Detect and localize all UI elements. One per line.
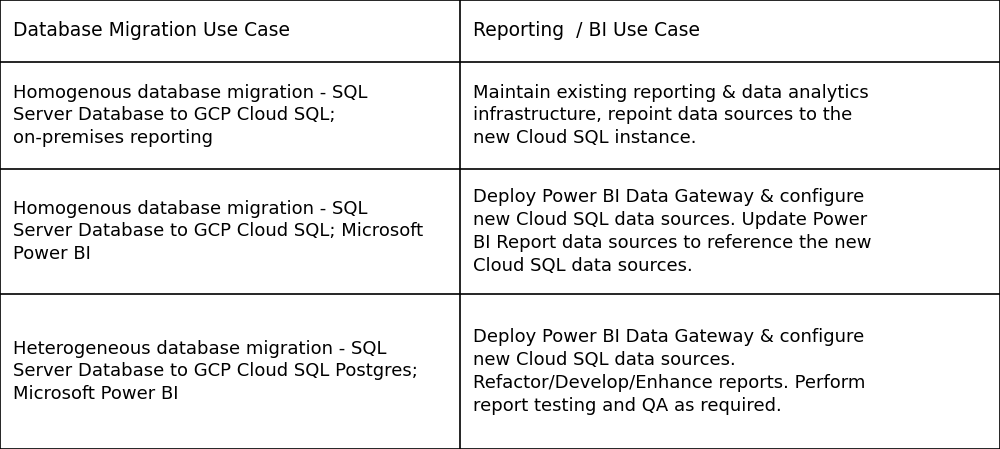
Text: Maintain existing reporting & data analytics
infrastructure, repoint data source: Maintain existing reporting & data analy… — [473, 84, 869, 147]
Text: Homogenous database migration - SQL
Server Database to GCP Cloud SQL;
on-premise: Homogenous database migration - SQL Serv… — [13, 84, 368, 147]
Text: Homogenous database migration - SQL
Server Database to GCP Cloud SQL; Microsoft
: Homogenous database migration - SQL Serv… — [13, 200, 423, 264]
Text: Database Migration Use Case: Database Migration Use Case — [13, 22, 290, 40]
Text: Heterogeneous database migration - SQL
Server Database to GCP Cloud SQL Postgres: Heterogeneous database migration - SQL S… — [13, 339, 418, 403]
Text: Reporting  / BI Use Case: Reporting / BI Use Case — [473, 22, 700, 40]
Text: Deploy Power BI Data Gateway & configure
new Cloud SQL data sources. Update Powe: Deploy Power BI Data Gateway & configure… — [473, 188, 872, 275]
Text: Deploy Power BI Data Gateway & configure
new Cloud SQL data sources.
Refactor/De: Deploy Power BI Data Gateway & configure… — [473, 328, 865, 415]
